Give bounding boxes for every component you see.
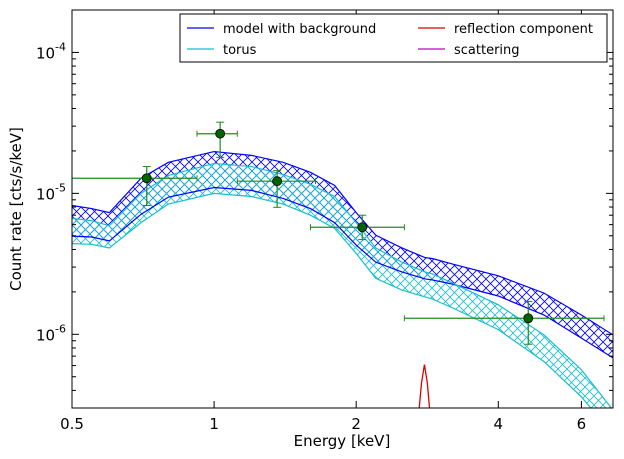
x-tick-label: 0.5 xyxy=(60,415,84,433)
x-tick-label: 2 xyxy=(351,415,361,433)
x-tick-label: 6 xyxy=(577,415,587,433)
x-tick-label: 1 xyxy=(209,415,219,433)
data-point xyxy=(357,222,368,233)
legend-label: reflection component xyxy=(454,22,593,37)
legend-label: torus xyxy=(223,43,257,58)
band-edge xyxy=(72,186,613,359)
y-axis-label: Count rate [cts/s/keV] xyxy=(7,127,25,291)
y-tick-label: 10-5 xyxy=(36,181,66,203)
band-edge xyxy=(72,162,613,408)
legend-box xyxy=(179,13,608,63)
plot-area xyxy=(72,121,613,408)
x-axis-label: Energy [keV] xyxy=(294,432,391,450)
y-tick-label: 10-4 xyxy=(36,40,66,62)
data-point xyxy=(272,176,283,187)
legend-label: model with background xyxy=(223,22,376,37)
legend-label: scattering xyxy=(454,43,520,58)
plot-frame xyxy=(71,9,614,409)
data-point xyxy=(215,128,226,139)
y-tick-label: 10-6 xyxy=(36,322,66,344)
band-hatch xyxy=(72,163,612,408)
data-point xyxy=(523,313,534,324)
component-line xyxy=(418,364,431,408)
x-tick-label: 4 xyxy=(494,415,504,433)
band-edge xyxy=(72,192,592,408)
data-point xyxy=(141,173,152,184)
